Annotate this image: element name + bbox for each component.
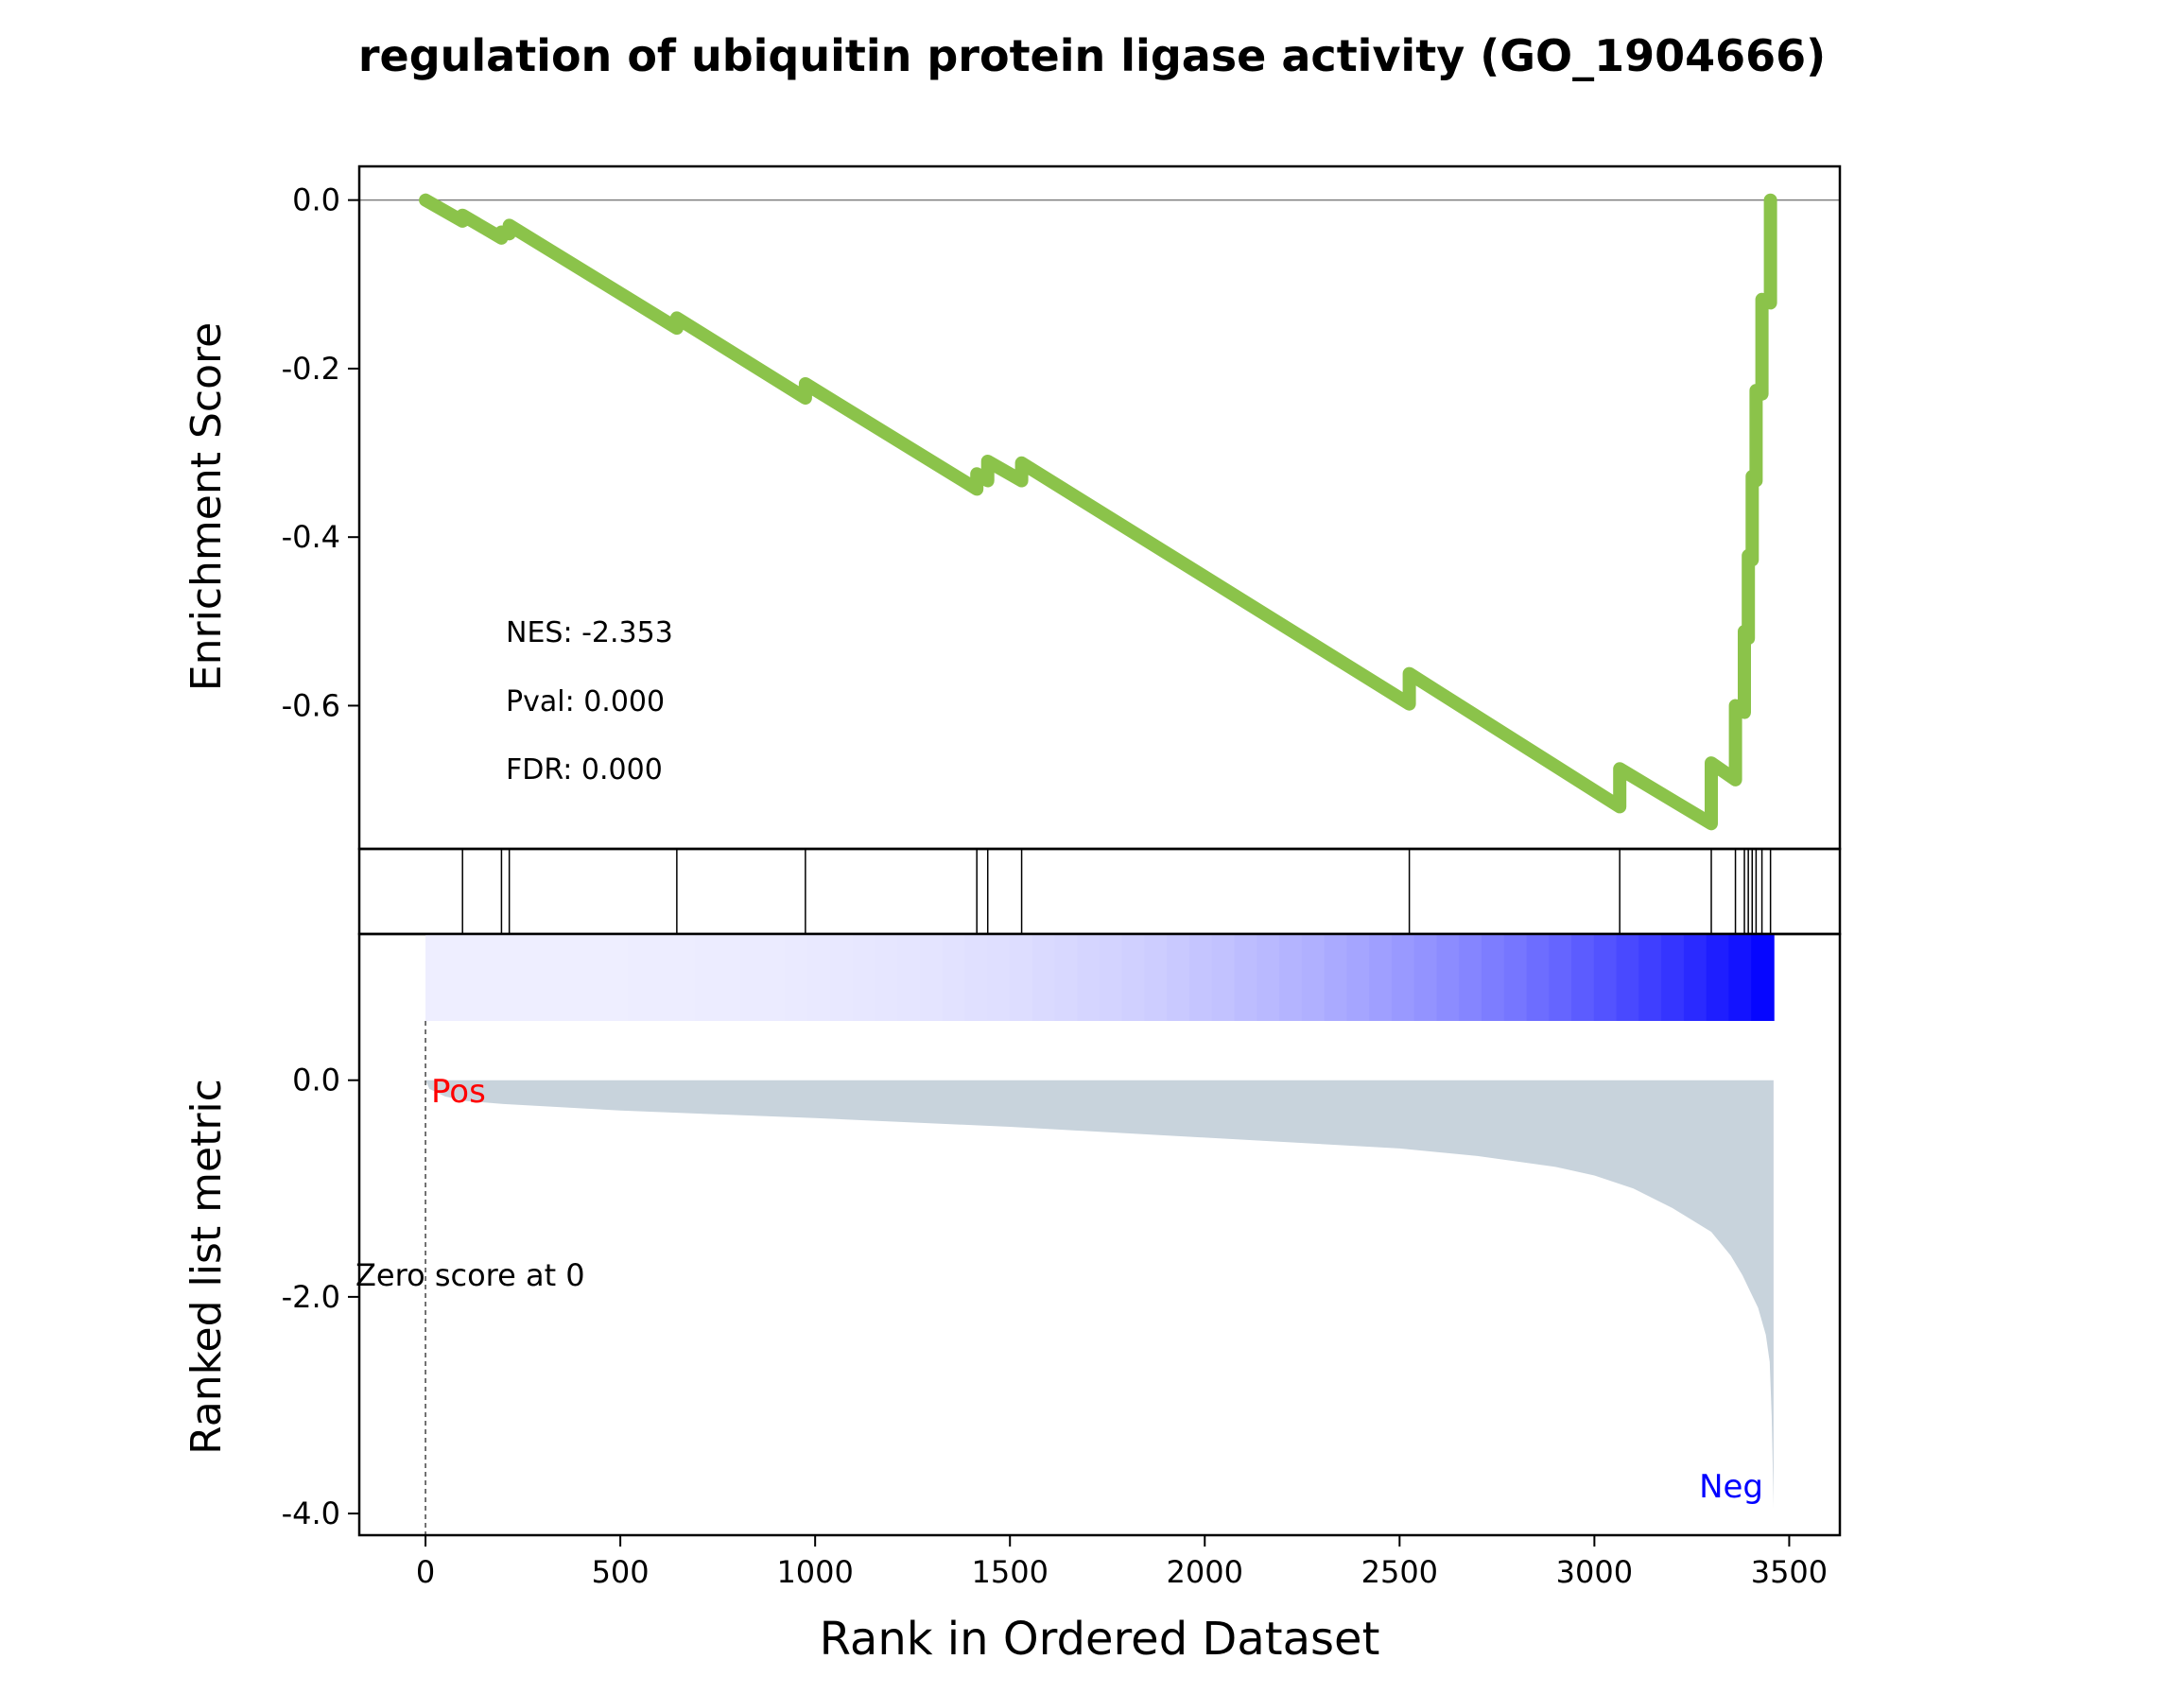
heatmap-segment — [1054, 934, 1079, 1021]
heatmap-segment — [1482, 934, 1505, 1021]
heatmap-segment — [515, 934, 539, 1021]
heatmap-segment — [1526, 934, 1551, 1021]
heatmap-segment — [1459, 934, 1482, 1021]
heatmap-segment — [1369, 934, 1393, 1021]
ranked-metric-ylabel: Ranked list metric — [182, 1079, 231, 1455]
pos-label: Pos — [431, 1073, 486, 1111]
heatmap-segment — [852, 934, 876, 1021]
x-tick-label: 1000 — [776, 1554, 853, 1590]
heatmap-segment — [1031, 934, 1056, 1021]
ranked-metric-panel-frame — [357, 932, 1842, 1537]
heatmap-segment — [1301, 934, 1326, 1021]
heatmap-segment — [1324, 934, 1348, 1021]
heatmap-segment — [1549, 934, 1572, 1021]
es-stat-nes: NES: -2.353 — [506, 616, 673, 649]
heatmap-segment — [717, 934, 741, 1021]
heatmap-segment — [1661, 934, 1685, 1021]
heatmap-segment — [672, 934, 697, 1021]
heatmap-segment — [1593, 934, 1618, 1021]
es-y-tick-label: 0.0 — [292, 182, 340, 218]
heatmap-segment — [627, 934, 651, 1021]
heatmap-segment — [1706, 934, 1730, 1021]
heatmap-segment — [987, 934, 1011, 1021]
zero-score-label: Zero score at 0 — [355, 1257, 585, 1293]
heatmap-segment — [493, 934, 516, 1021]
heatmap-segment — [1167, 934, 1190, 1021]
x-tick-label: 3500 — [1751, 1554, 1828, 1590]
heatmap-segment — [447, 934, 472, 1021]
x-axis-label: Rank in Ordered Dataset — [820, 1613, 1380, 1666]
metric-y-tick-label: -4.0 — [282, 1495, 340, 1531]
heatmap-segment — [942, 934, 966, 1021]
heatmap-segment — [1728, 934, 1752, 1021]
x-tick-label: 3000 — [1556, 1554, 1633, 1590]
metric-y-tick-label: -2.0 — [282, 1279, 340, 1315]
heatmap-segment — [1683, 934, 1707, 1021]
heatmap-segment — [1346, 934, 1370, 1021]
heatmap-segment — [785, 934, 808, 1021]
heatmap-segment — [1009, 934, 1033, 1021]
heatmap-segment — [739, 934, 764, 1021]
heatmap-segment — [695, 934, 719, 1021]
heatmap-segment — [425, 934, 449, 1021]
heatmap-segment — [1100, 934, 1123, 1021]
heatmap-segment — [1189, 934, 1213, 1021]
es-y-tick-label: -0.6 — [282, 687, 340, 723]
heatmap-segment — [582, 934, 606, 1021]
heatmap-segment — [560, 934, 584, 1021]
heatmap-segment — [1257, 934, 1280, 1021]
heatmap-segment — [1077, 934, 1101, 1021]
heatmap-segment — [605, 934, 629, 1021]
x-tick-label: 500 — [592, 1554, 650, 1590]
es-stat-fdr: FDR: 0.000 — [506, 753, 663, 786]
heatmap-segment — [1211, 934, 1236, 1021]
es-stat-pval: Pval: 0.000 — [506, 685, 665, 718]
ranked-metric-area — [425, 1080, 1774, 1509]
heatmap-segment — [1413, 934, 1438, 1021]
heatmap-segment — [1638, 934, 1662, 1021]
x-tick-label: 2000 — [1167, 1554, 1243, 1590]
heatmap-segment — [470, 934, 494, 1021]
heatmap-segment — [1144, 934, 1169, 1021]
heatmap-segment — [1751, 934, 1775, 1021]
heatmap-segment — [829, 934, 854, 1021]
neg-label: Neg — [1699, 1468, 1763, 1506]
heatmap-segment — [1121, 934, 1146, 1021]
heatmap-segment — [537, 934, 562, 1021]
heatmap-segment — [919, 934, 944, 1021]
enrichment-ylabel: Enrichment Score — [182, 322, 231, 691]
chart-title: regulation of ubiquitin protein ligase a… — [358, 30, 1826, 81]
es-y-tick-label: -0.4 — [282, 519, 340, 555]
heatmap-segment — [1279, 934, 1303, 1021]
heatmap-segment — [807, 934, 831, 1021]
heatmap-segment — [964, 934, 988, 1021]
heatmap-segment — [1503, 934, 1528, 1021]
x-tick-label: 1500 — [971, 1554, 1048, 1590]
heatmap-segment — [1571, 934, 1595, 1021]
x-tick-label: 2500 — [1361, 1554, 1438, 1590]
heatmap-segment — [650, 934, 674, 1021]
enrichment-score-line — [419, 193, 1777, 831]
x-tick-label: 0 — [416, 1554, 435, 1590]
heatmap-segment — [1234, 934, 1258, 1021]
heatmap-segment — [875, 934, 898, 1021]
heatmap-segment — [1391, 934, 1415, 1021]
heatmap-segment — [897, 934, 921, 1021]
heatmap-segment — [1616, 934, 1640, 1021]
heatmap-segment — [762, 934, 787, 1021]
metric-y-tick-label: 0.0 — [292, 1063, 340, 1098]
es-y-tick-label: -0.2 — [282, 351, 340, 387]
heatmap-segment — [1436, 934, 1461, 1021]
